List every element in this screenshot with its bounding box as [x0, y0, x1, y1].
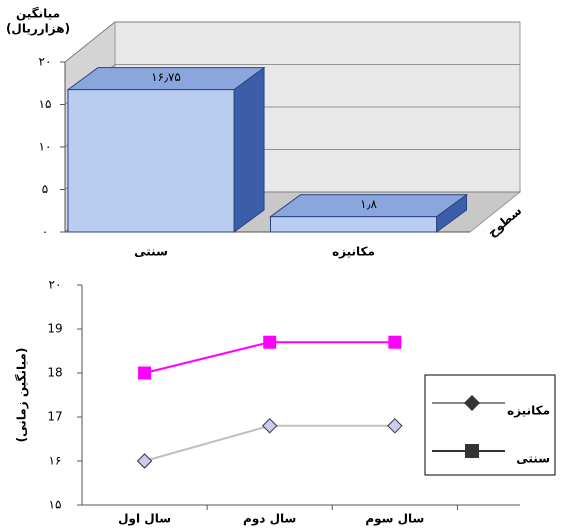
- y-tick-label: ۲۰: [49, 278, 62, 292]
- legend-label: سنتی: [516, 452, 550, 466]
- point: [138, 454, 152, 468]
- chart: ۰۵۱۰۱۵۲۰میانگین(هزارریال)سطوح۱۶٫۷۵سنتی۱٫…: [0, 0, 561, 529]
- value-label: ۱٫۸: [360, 197, 377, 211]
- x-tick-label: سال اول: [118, 512, 171, 527]
- point: [388, 419, 402, 433]
- y-tick-label: ۱۶: [49, 454, 62, 468]
- y-tick-label: 17: [47, 410, 62, 424]
- bar-side: [234, 68, 264, 232]
- y-axis-label: میانگین: [16, 7, 60, 21]
- y-tick-label: ۰: [42, 225, 48, 239]
- bar: [68, 90, 234, 232]
- bar: [271, 217, 437, 232]
- y-tick-label: ۵: [42, 182, 48, 196]
- point: [389, 336, 401, 348]
- x-tick-label: سال دوم: [243, 512, 296, 527]
- y-tick-label: 19: [47, 322, 62, 336]
- x-tick-label: سال سوم: [365, 512, 424, 527]
- y-tick-label: ۱۰: [39, 140, 52, 154]
- legend-label: مکانیزه: [507, 404, 550, 418]
- x-tick-label: مکانیزه: [332, 245, 375, 259]
- point: [264, 336, 276, 348]
- point: [263, 419, 277, 433]
- y-tick-label: 18: [47, 366, 62, 380]
- value-label: ۱۶٫۷۵: [151, 70, 181, 84]
- legend-marker: [465, 444, 479, 458]
- point: [139, 367, 151, 379]
- y-tick-label: ۱۵: [39, 97, 52, 111]
- y-axis-label: (میانگین زمانی): [15, 348, 29, 443]
- x-tick-label: سنتی: [134, 245, 168, 259]
- y-axis-label: (هزارریال): [6, 22, 70, 36]
- y-tick-label: ۱۵: [49, 498, 62, 512]
- page: {"chart_data": [ {"type": "bar3d", "y_la…: [0, 0, 561, 529]
- y-tick-label: ۲۰: [39, 55, 52, 69]
